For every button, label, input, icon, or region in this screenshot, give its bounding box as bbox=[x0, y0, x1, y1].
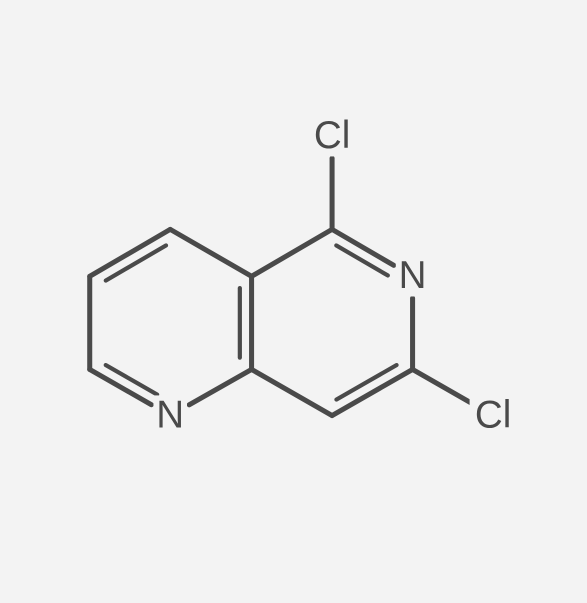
molecule-canvas: N N Cl Cl bbox=[0, 0, 587, 603]
molecule-svg: N N Cl Cl bbox=[0, 0, 587, 603]
atom-label-cl5: Cl bbox=[314, 114, 350, 157]
atom-label-n1: N bbox=[156, 393, 184, 436]
atom-label-cl7: Cl bbox=[475, 393, 511, 436]
atom-label-n6: N bbox=[399, 254, 427, 297]
